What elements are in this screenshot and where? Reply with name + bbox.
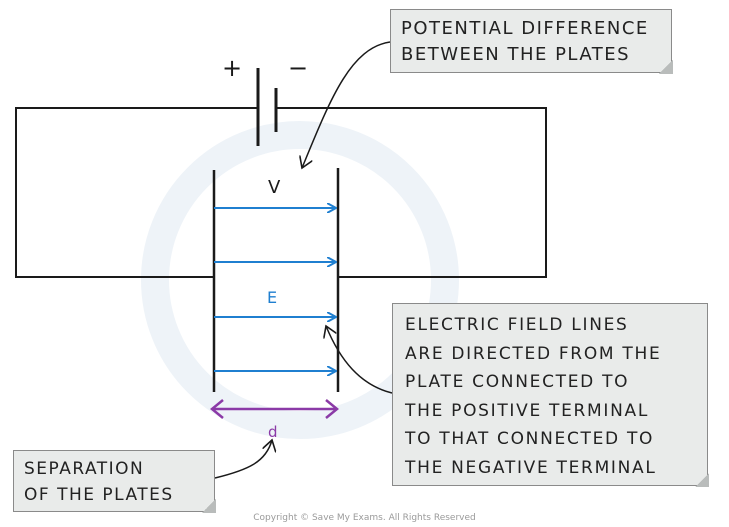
note-line: POTENTIAL DIFFERENCE	[401, 18, 649, 39]
note-fold	[658, 59, 673, 74]
note-fold	[694, 472, 709, 487]
field-pointer	[326, 326, 393, 394]
note-fold	[201, 498, 216, 513]
note-line: ELECTRIC FIELD LINES	[405, 315, 629, 335]
separation-note: SEPARATION OF THE PLATES	[13, 450, 216, 513]
note-line: BETWEEN THE PLATES	[401, 44, 631, 65]
note-line: PLATE CONNECTED TO	[405, 372, 630, 392]
note-line: TO THAT CONNECTED TO	[405, 429, 655, 449]
separation-arrow	[210, 399, 339, 419]
field-label: E	[267, 288, 277, 307]
note-line: SEPARATION	[24, 459, 145, 479]
note-line: THE NEGATIVE TERMINAL	[405, 457, 657, 478]
watermark-ring	[141, 121, 459, 439]
note-line: THE POSITIVE TERMINAL	[405, 400, 650, 421]
field-lines	[214, 208, 336, 371]
copyright-text: Copyright © Save My Exams. All Rights Re…	[253, 513, 476, 523]
separation-pointer	[214, 440, 272, 479]
circuit-wire	[15, 107, 547, 278]
note-line: ARE DIRECTED FROM THE	[405, 343, 662, 364]
separation-label: d	[268, 423, 278, 441]
field-lines-note: ELECTRIC FIELD LINES ARE DIRECTED FROM T…	[392, 303, 709, 487]
pd-pointer	[302, 41, 391, 168]
potential-difference-note: POTENTIAL DIFFERENCE BETWEEN THE PLATES	[390, 9, 673, 74]
note-line: OF THE PLATES	[24, 485, 174, 505]
voltage-label: V	[268, 177, 281, 198]
minus-sign: −	[288, 54, 308, 82]
plus-sign: +	[222, 54, 242, 82]
